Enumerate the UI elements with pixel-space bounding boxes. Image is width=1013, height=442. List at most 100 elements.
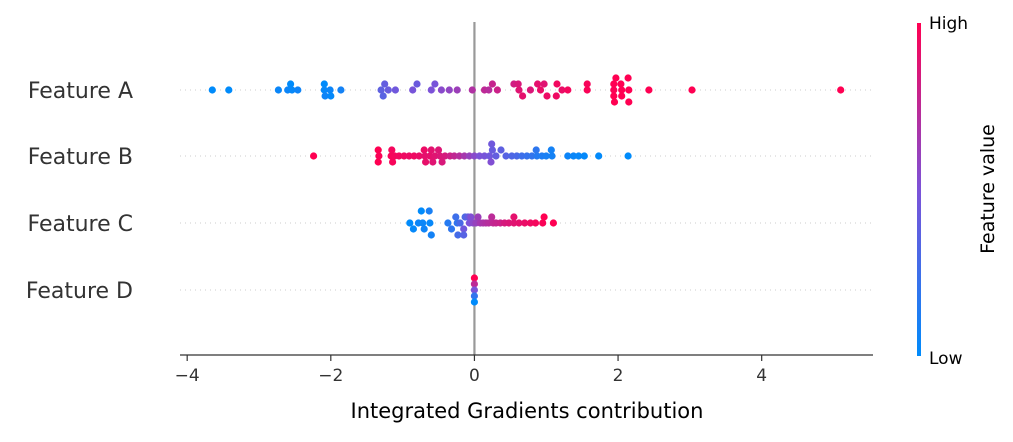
x-ticks: −4 −2 0 2 4 xyxy=(175,355,767,386)
data-point xyxy=(548,152,556,160)
data-point xyxy=(580,152,588,160)
data-point xyxy=(445,86,453,94)
data-point xyxy=(431,80,439,88)
data-point xyxy=(374,158,382,166)
data-point xyxy=(406,219,414,227)
data-point xyxy=(437,86,445,94)
data-point xyxy=(409,225,417,233)
data-point xyxy=(480,152,489,160)
data-point xyxy=(488,80,496,88)
data-point xyxy=(493,86,501,94)
data-point xyxy=(425,207,433,215)
data-point xyxy=(420,146,428,154)
data-point xyxy=(450,152,458,160)
data-point xyxy=(553,80,561,88)
data-point xyxy=(540,80,548,88)
data-point xyxy=(583,86,591,94)
data-point xyxy=(595,152,603,160)
data-point xyxy=(513,152,521,160)
data-point xyxy=(388,146,396,154)
data-point xyxy=(612,74,620,82)
x-tick-label: 0 xyxy=(469,366,480,386)
feature-label: Feature C xyxy=(28,212,134,237)
data-point xyxy=(419,219,427,227)
data-point xyxy=(539,219,547,227)
data-point xyxy=(337,86,345,94)
data-point xyxy=(610,92,618,100)
data-point xyxy=(510,213,518,221)
feature-label: Feature B xyxy=(28,145,133,170)
data-point xyxy=(429,158,437,166)
x-axis: −4 −2 0 2 4 Integrated Gradients contributio… xyxy=(175,354,873,423)
data-point xyxy=(487,158,495,166)
data-point xyxy=(455,152,463,160)
data-point xyxy=(523,152,531,160)
data-point xyxy=(395,152,403,160)
data-point xyxy=(453,86,461,94)
data-point xyxy=(225,86,233,94)
data-point xyxy=(321,92,329,100)
data-point xyxy=(515,86,523,94)
data-point xyxy=(460,225,468,233)
data-point xyxy=(427,86,435,94)
data-point xyxy=(426,152,434,160)
data-point xyxy=(533,152,541,160)
data-point xyxy=(610,80,618,88)
data-point xyxy=(288,86,296,94)
x-tick-label: 4 xyxy=(756,366,767,386)
data-point xyxy=(518,152,526,160)
colorbar-low-label: Low xyxy=(929,349,963,369)
data-point xyxy=(413,80,421,88)
data-point xyxy=(547,146,555,154)
data-point xyxy=(514,80,522,88)
data-point xyxy=(294,86,302,94)
data-point xyxy=(379,92,387,100)
data-point xyxy=(492,152,500,160)
data-point xyxy=(625,86,633,94)
data-point xyxy=(422,158,430,166)
data-point xyxy=(540,213,548,221)
data-point xyxy=(569,152,578,160)
data-point xyxy=(452,213,460,221)
data-point xyxy=(436,152,444,160)
data-point xyxy=(438,158,446,166)
data-point xyxy=(320,80,328,88)
data-point xyxy=(426,219,434,227)
data-point xyxy=(837,86,845,94)
data-point xyxy=(465,152,473,160)
data-point xyxy=(645,86,653,94)
data-point xyxy=(427,231,435,239)
data-point xyxy=(384,86,392,94)
colorbar-high-label: High xyxy=(929,14,968,34)
data-point xyxy=(610,98,619,106)
data-point xyxy=(377,86,385,94)
data-point xyxy=(532,146,540,154)
data-point xyxy=(420,225,428,233)
x-tick-label: −4 xyxy=(175,366,200,386)
x-axis-title: Integrated Gradients contribution xyxy=(351,399,704,423)
x-tick-label: 2 xyxy=(613,366,624,386)
data-point xyxy=(564,86,572,94)
feature-labels: Feature A Feature B Feature C Feature D xyxy=(26,79,133,304)
data-point xyxy=(564,152,572,160)
data-point xyxy=(583,80,591,88)
data-points xyxy=(208,74,845,306)
data-point xyxy=(389,158,397,166)
data-point xyxy=(528,152,536,160)
colorbar-gradient xyxy=(917,23,921,356)
data-point xyxy=(441,152,449,160)
data-point xyxy=(421,152,429,160)
data-point xyxy=(208,86,216,94)
data-point xyxy=(536,86,545,94)
data-point xyxy=(470,298,478,306)
colorbar-title: Feature value xyxy=(977,124,999,254)
data-point xyxy=(417,207,425,215)
data-point xyxy=(470,286,478,294)
data-point xyxy=(405,152,413,160)
data-point xyxy=(542,152,550,160)
data-point xyxy=(508,152,516,160)
data-point xyxy=(515,219,523,227)
data-point xyxy=(488,140,496,148)
